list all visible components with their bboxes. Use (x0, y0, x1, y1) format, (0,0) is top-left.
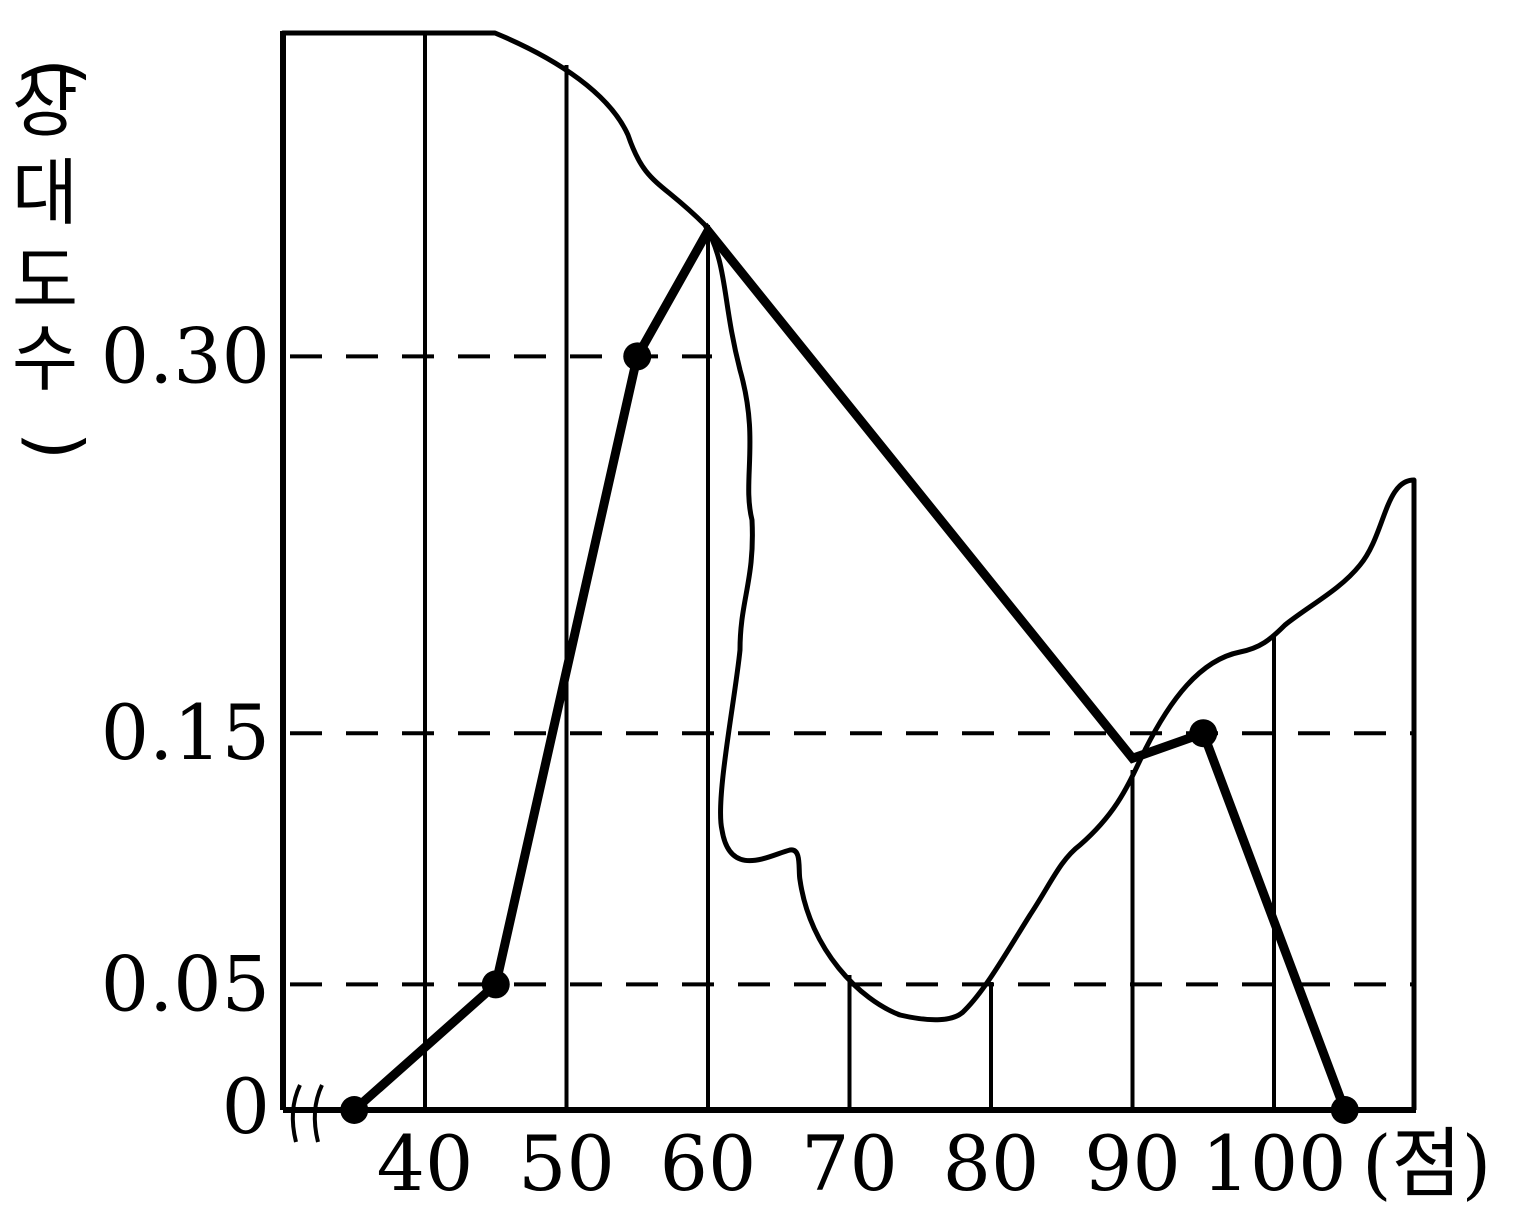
polygon-point-35 (340, 1096, 369, 1124)
polygon-point-105 (1330, 1096, 1359, 1124)
polygon-point-55 (623, 342, 652, 371)
tick-labels: 40 50 60 70 80 90 100 0 0.05 0.15 0.30 (101, 311, 1347, 1208)
x-tick-label-100: 100 (1201, 1119, 1346, 1208)
polygon-point-45 (481, 970, 510, 999)
class-boundary-lines (423, 33, 1276, 1110)
axis-labels: (점) (상 대 도 수) (12, 58, 1491, 1208)
y-axis-label-char: 도 (12, 239, 78, 323)
polygon-point-95 (1189, 719, 1218, 748)
frequency-polygon (340, 222, 1359, 1124)
axis-break-mark-2 (312, 1084, 324, 1143)
x-tick-label-60: 60 (660, 1119, 757, 1208)
y-tick-label-0.15: 0.15 (101, 688, 270, 777)
y-tick-label-0.05: 0.05 (101, 939, 270, 1028)
torn-histogram-outline (280, 30, 1417, 1110)
y-tick-label-0: 0 (222, 1062, 270, 1151)
y-axis-label-char: 상 (12, 63, 78, 147)
reference-dashed-lines (290, 354, 1414, 987)
x-tick-label-70: 70 (801, 1119, 898, 1208)
y-tick-label-0.30: 0.30 (101, 311, 270, 400)
x-tick-label-80: 80 (943, 1119, 1040, 1208)
torn-paper-edge (280, 30, 1417, 1110)
x-axis-label: (점) (1362, 1119, 1491, 1208)
x-tick-label-50: 50 (518, 1119, 615, 1208)
y-axis-label-char: 수 (12, 317, 78, 401)
axes (280, 31, 1416, 1143)
x-tick-label-40: 40 (377, 1119, 474, 1208)
x-tick-label-90: 90 (1084, 1119, 1181, 1208)
axis-break-mark-1 (290, 1084, 302, 1143)
y-axis-label-char: ) (14, 432, 98, 460)
y-axis-label-char: 대 (12, 151, 78, 235)
y-axis-label-char: ( (14, 58, 98, 86)
y-axis-label: (상 대 도 수) (12, 58, 98, 460)
